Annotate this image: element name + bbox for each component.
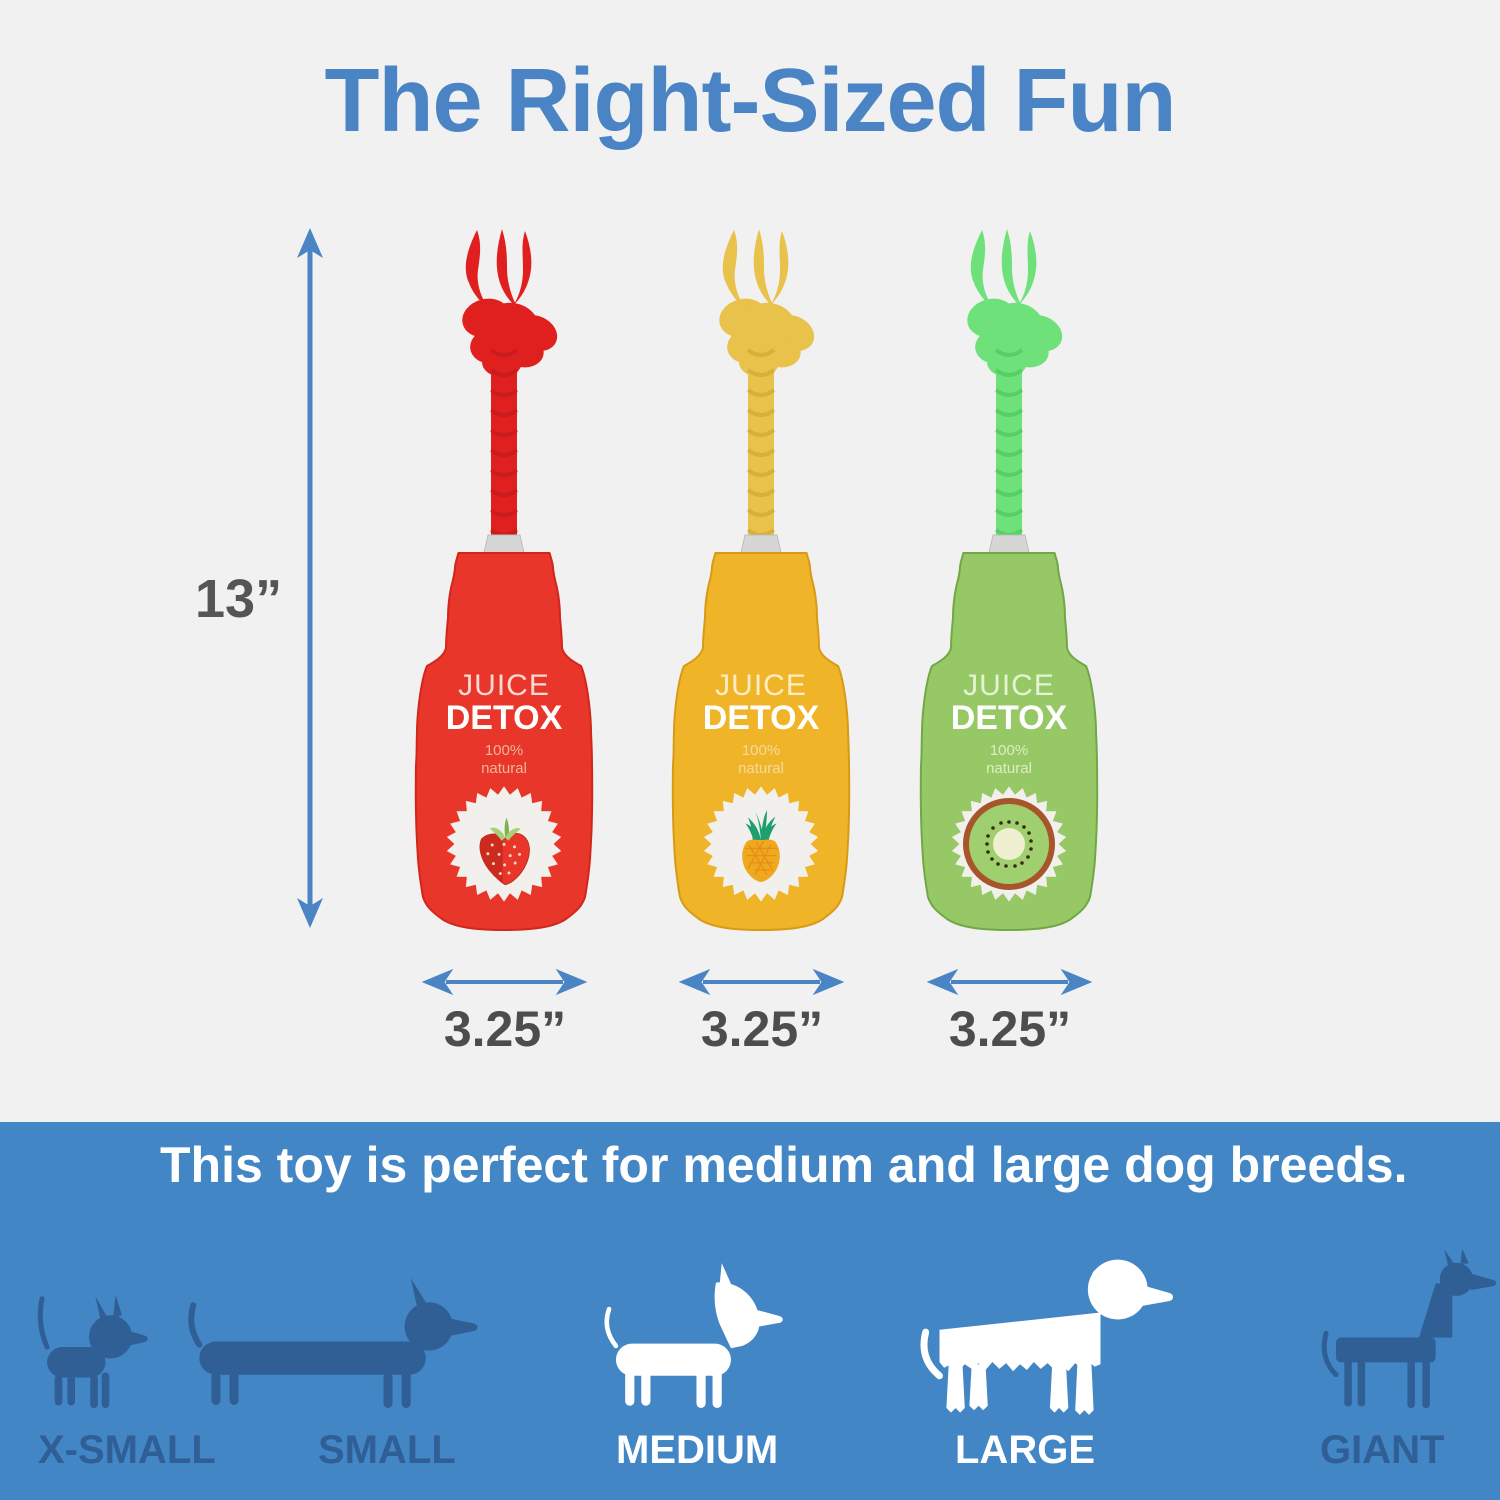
- svg-text:DETOX: DETOX: [951, 699, 1068, 737]
- svg-text:DETOX: DETOX: [446, 699, 563, 737]
- svg-text:natural: natural: [481, 760, 527, 777]
- svg-text:DETOX: DETOX: [703, 699, 820, 737]
- svg-text:100%: 100%: [742, 742, 780, 759]
- svg-text:JUICE: JUICE: [963, 669, 1055, 702]
- svg-text:natural: natural: [986, 760, 1032, 777]
- svg-text:JUICE: JUICE: [458, 669, 550, 702]
- svg-text:100%: 100%: [485, 742, 523, 759]
- svg-text:100%: 100%: [990, 742, 1028, 759]
- svg-text:JUICE: JUICE: [715, 669, 807, 702]
- svg-text:natural: natural: [738, 760, 784, 777]
